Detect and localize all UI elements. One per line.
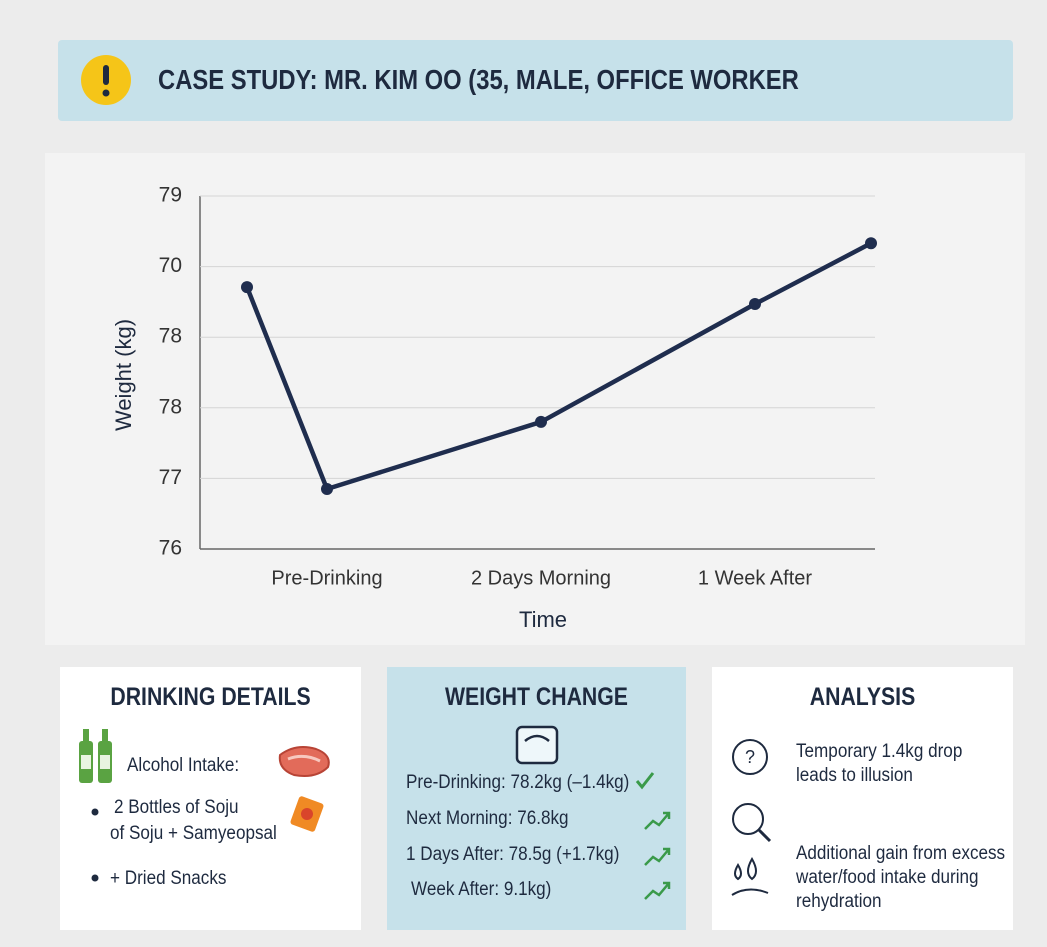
bullets [91,808,99,882]
analysis-line: Temporary 1.4kg drop [796,741,963,762]
meat-icon [278,746,330,777]
chart-panel [45,153,1025,645]
weight-card: WEIGHT CHANGE Pre-Drinking: 78.2kg (–1.4… [387,667,686,930]
point [749,298,761,311]
card-title: ANALYSIS [809,683,916,711]
header: CASE STUDY: MR. KIM OO (35, MALE, OFFICE… [58,40,1013,121]
point [241,281,253,294]
weight-line: Pre-Drinking: 78.2kg (–1.4kg) [406,772,630,793]
analysis-line: Additional gain from excess [796,843,1006,864]
card-title: DRINKING DETAILS [110,683,311,711]
svg-text:?: ? [745,747,755,767]
card-title: WEIGHT CHANGE [445,683,628,711]
scale-icon [515,725,559,765]
y-tick-label: 70 [159,254,182,277]
weight-line: Next Morning: 76.8kg [406,808,569,829]
y-tick-label: 76 [159,537,182,560]
weight-line: 1 Days After: 78.5g (+1.7kg) [406,844,620,865]
detail-line: of Soju + Samyeopsal [110,823,277,844]
analysis-line: rehydration [796,891,882,912]
analysis-line: leads to illusion [796,765,913,786]
point [535,415,547,428]
y-tick-label: 79 [159,184,182,207]
analysis-card: ANALYSIS ? Temporary 1.4kg drop leads to… [712,667,1013,930]
analysis-icons: ? [731,739,772,896]
line [244,241,873,492]
trend-icons [635,772,671,900]
x-axis-label: Time [519,607,567,632]
weight-line: Week After: 9.1kg) [411,879,552,900]
y-tick-label: 78 [159,325,182,348]
header-title: CASE STUDY: MR. KIM OO (35, MALE, OFFICE… [158,64,799,95]
drinking-card: DRINKING DETAILS Alcohol Intake: 2 Bottl… [60,667,361,930]
point [321,482,333,495]
bottle-icon [79,729,112,783]
analysis-line: water/food intake during [796,867,979,888]
detail-line: 2 Bottles of Soju [114,797,239,818]
detail-line: + Dried Snacks [110,868,227,889]
x-tick-label: 1 Week After [698,567,812,589]
y-tick-label: 77 [159,466,182,489]
snack-icon [290,796,324,832]
y-axis-label: Weight (kg) [111,319,136,431]
chart: Time Weight (kg) 76 77 78 78 70 79 Pre-Drinkin… [111,184,877,632]
x-tick-label: 2 Days Morning [471,567,611,589]
point [865,237,877,250]
x-tick-label: Pre-Drinking [271,567,382,589]
warning-icon [81,55,131,105]
y-tick-label: 78 [159,395,182,418]
intake-label: Alcohol Intake: [127,755,240,776]
